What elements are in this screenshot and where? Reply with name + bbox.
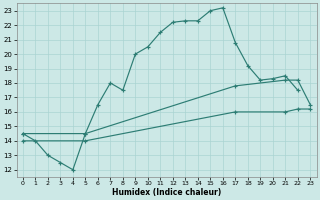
X-axis label: Humidex (Indice chaleur): Humidex (Indice chaleur) (112, 188, 221, 197)
